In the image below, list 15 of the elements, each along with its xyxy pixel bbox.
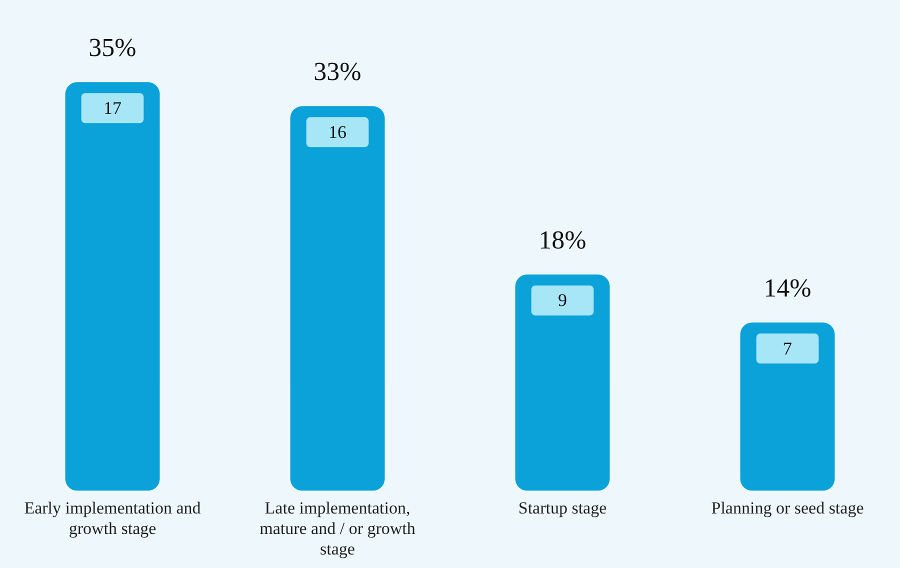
x-tick-label: Planning or seed stage	[711, 498, 864, 518]
annotation: 14%	[764, 273, 812, 302]
bar	[290, 106, 385, 491]
x-tick-label: Early implementation and growth stage	[24, 498, 202, 538]
x-tick-label: Late implementation, mature and / or growth stage	[260, 498, 416, 558]
data-label: 17	[104, 98, 122, 118]
data-label: 9	[558, 290, 567, 310]
data-label: 7	[783, 338, 792, 358]
annotation: 18%	[538, 225, 586, 254]
annotation: 35%	[88, 32, 136, 62]
bar	[515, 274, 610, 491]
bar	[65, 82, 160, 491]
data-label: 16	[328, 122, 346, 142]
annotation: 33%	[314, 56, 362, 86]
x-tick-label: Startup stage	[518, 498, 607, 518]
